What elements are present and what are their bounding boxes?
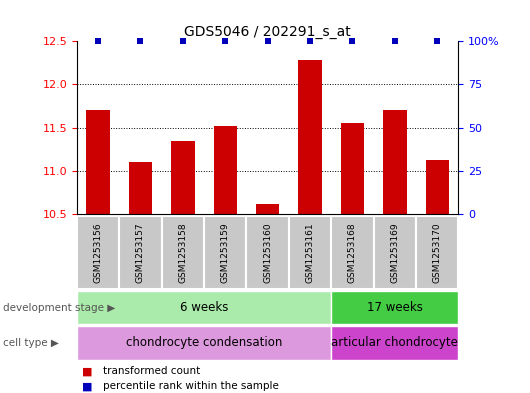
Bar [374,216,416,289]
Text: 6 weeks: 6 weeks [180,301,228,314]
Bar [331,291,458,324]
Bar [416,216,458,289]
Text: transformed count: transformed count [103,366,200,376]
Text: GSM1253156: GSM1253156 [94,222,102,283]
Text: articular chondrocyte: articular chondrocyte [331,336,458,349]
Text: 17 weeks: 17 weeks [367,301,423,314]
Text: GSM1253157: GSM1253157 [136,222,145,283]
Bar [298,60,322,214]
Text: GSM1253169: GSM1253169 [391,222,399,283]
Text: GSM1253158: GSM1253158 [179,222,187,283]
Bar [331,216,374,289]
Text: ■: ■ [82,381,93,391]
Bar [162,216,204,289]
Text: GSM1253170: GSM1253170 [433,222,441,283]
Text: percentile rank within the sample: percentile rank within the sample [103,381,279,391]
Bar [119,216,162,289]
Title: GDS5046 / 202291_s_at: GDS5046 / 202291_s_at [184,25,351,39]
Bar [383,110,407,214]
Bar [77,326,331,360]
Text: ■: ■ [82,366,93,376]
Bar [246,216,289,289]
Bar [341,123,364,214]
Text: development stage ▶: development stage ▶ [3,303,115,312]
Bar [331,326,458,360]
Bar [214,126,237,214]
Text: GSM1253160: GSM1253160 [263,222,272,283]
Bar [204,216,246,289]
Bar [256,204,279,214]
Bar [77,216,119,289]
Text: chondrocyte condensation: chondrocyte condensation [126,336,282,349]
Text: GSM1253159: GSM1253159 [221,222,229,283]
Bar [77,291,331,324]
Text: cell type ▶: cell type ▶ [3,338,58,348]
Bar [86,110,110,214]
Text: GSM1253161: GSM1253161 [306,222,314,283]
Bar [171,141,195,214]
Bar [129,162,152,214]
Bar [426,160,449,214]
Text: GSM1253168: GSM1253168 [348,222,357,283]
Bar [289,216,331,289]
